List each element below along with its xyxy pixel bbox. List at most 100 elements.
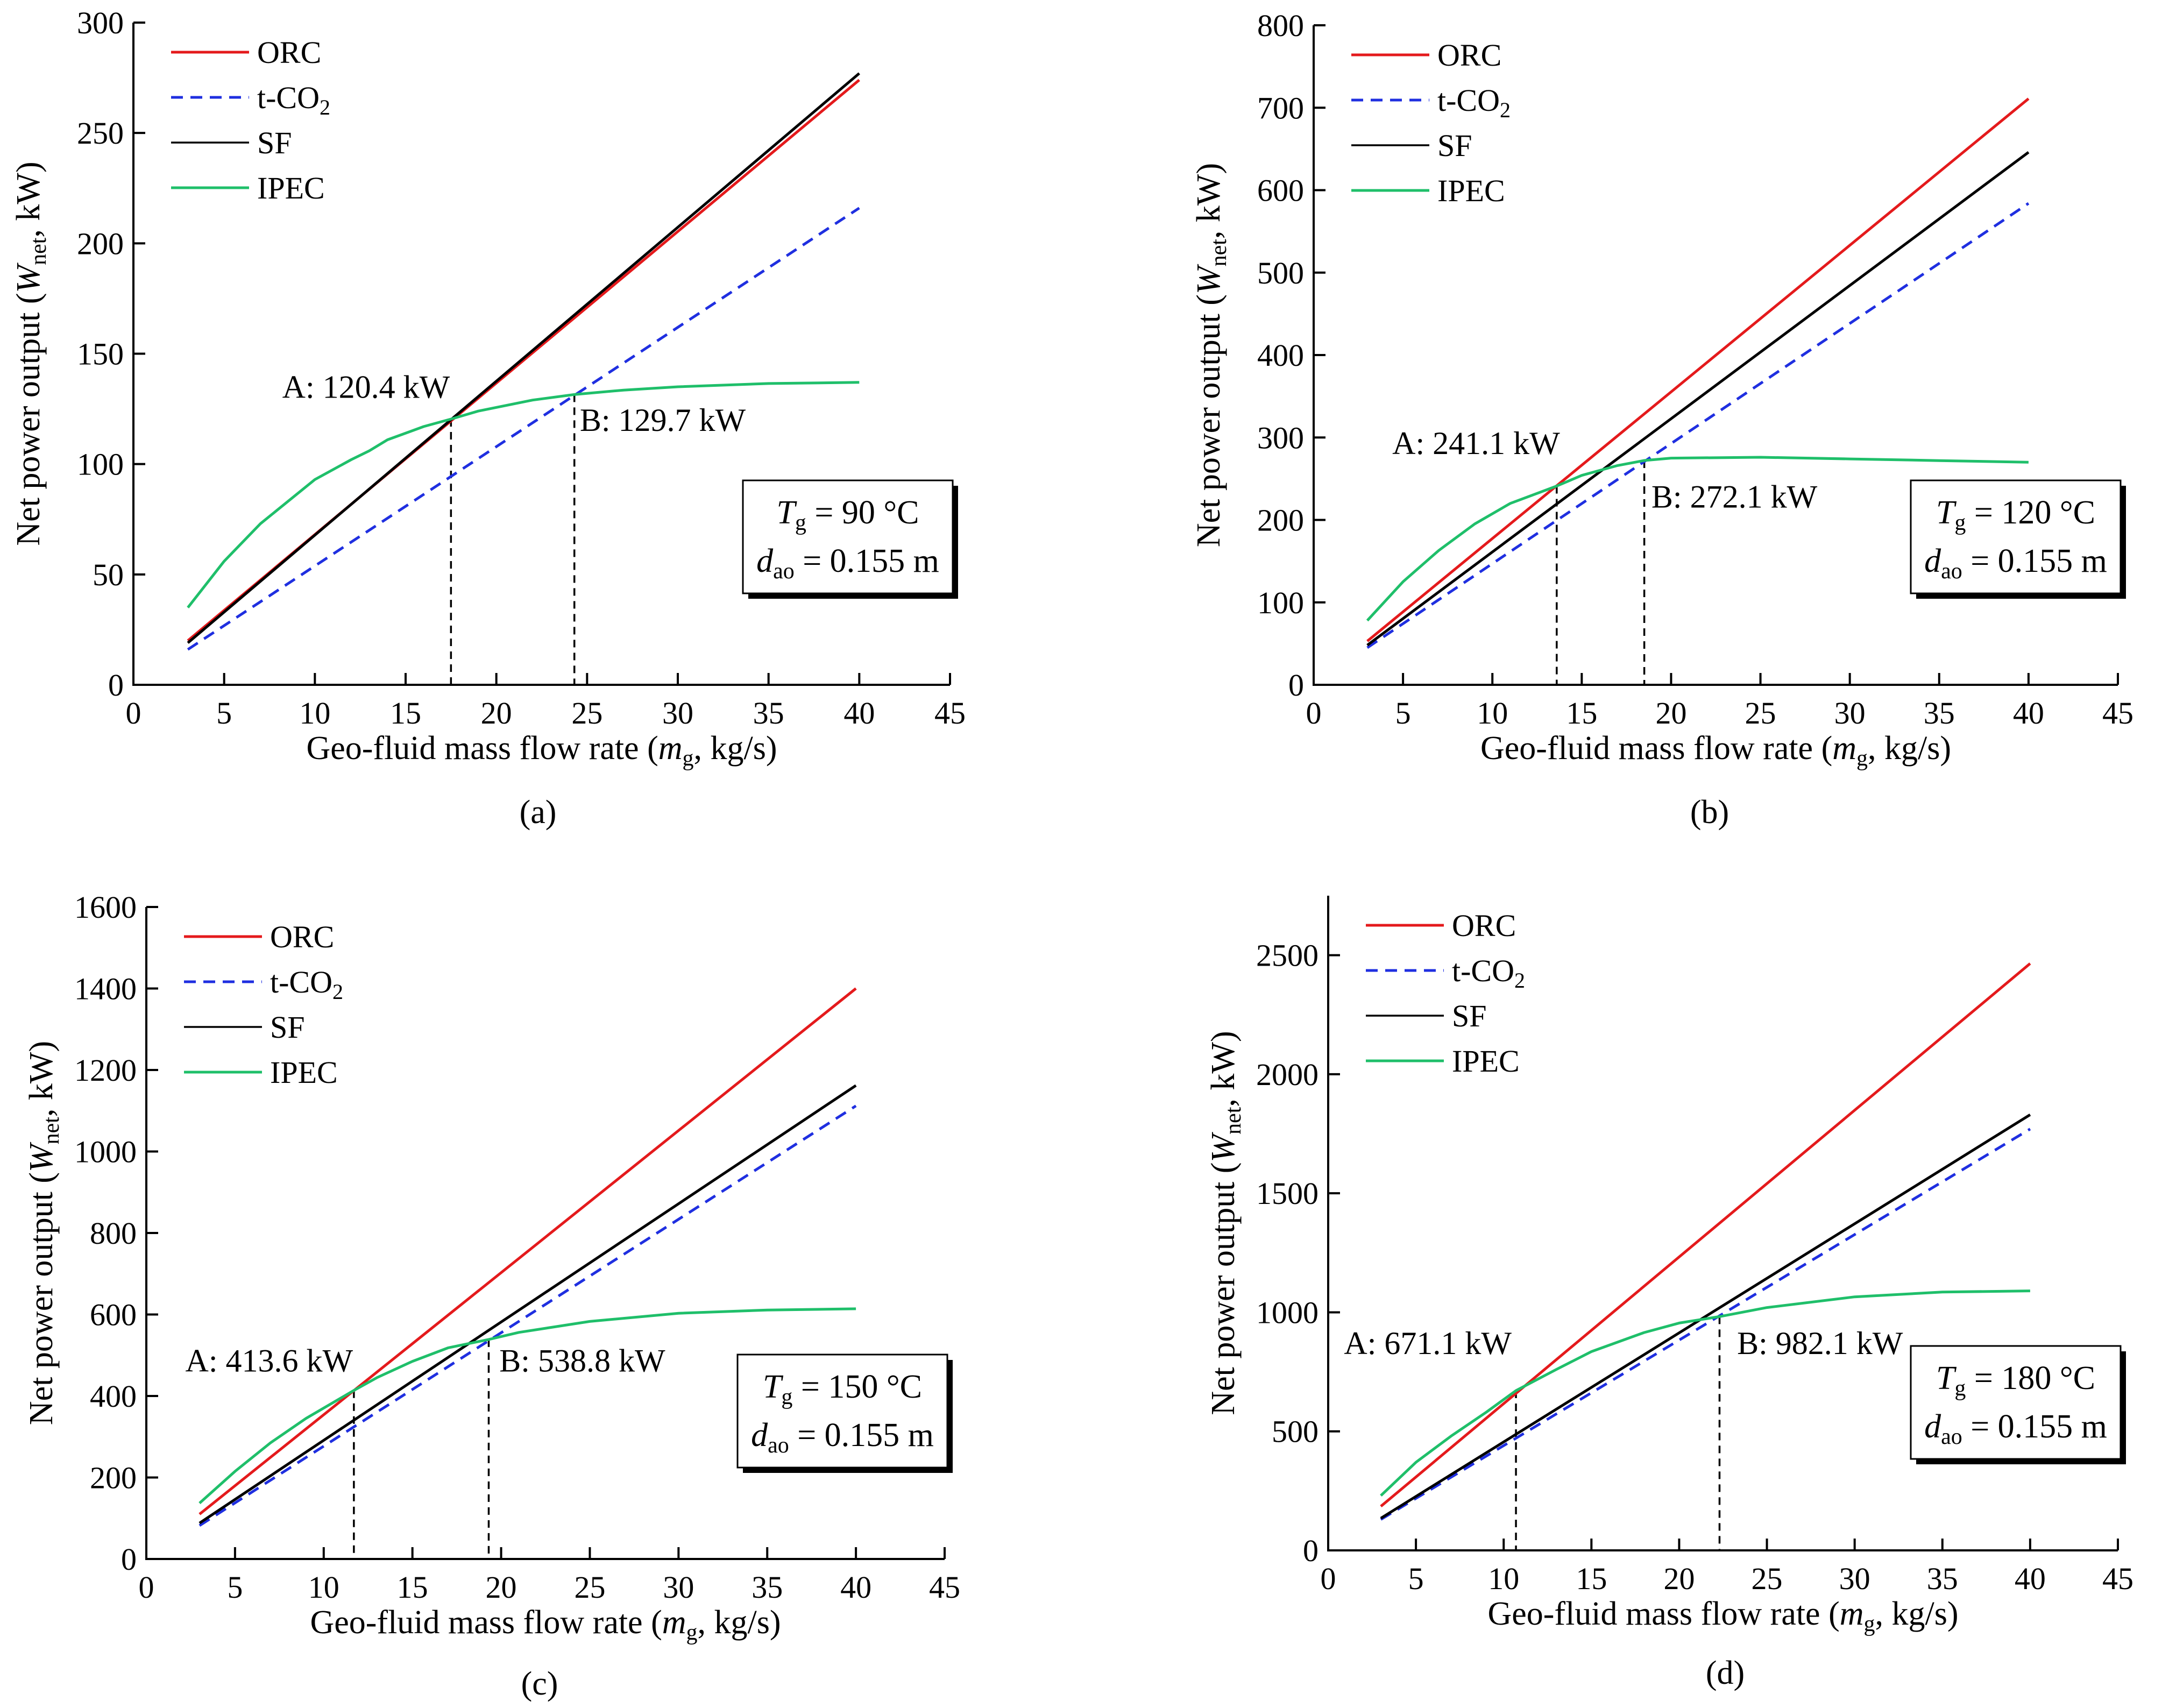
y-tick-label: 250 xyxy=(77,116,124,151)
y-axis-title: Net power output (Wnet, kW) xyxy=(1190,163,1231,547)
x-tick-label: 5 xyxy=(1395,696,1411,731)
legend-label: IPEC xyxy=(257,171,325,205)
x-tick-label: 25 xyxy=(1752,1561,1783,1596)
chart-panel-d: 0 5 10 15 20 25 30 35 40 45 0 500 1000 1500 2000 2500 Ge… xyxy=(1205,896,2133,1691)
y-tick-label: 2500 xyxy=(1256,938,1319,973)
x-tick-label: 40 xyxy=(840,1570,871,1605)
x-tick-label: 15 xyxy=(390,696,421,731)
y-tick-label: 400 xyxy=(1257,338,1304,373)
legend-label: ORC xyxy=(270,919,334,954)
x-tick-label: 45 xyxy=(934,696,966,731)
legend-label: t-CO2 xyxy=(270,965,343,1004)
y-tick-label: 50 xyxy=(93,557,124,592)
x-axis-title: Geo-fluid mass flow rate (mg, kg/s) xyxy=(306,730,777,771)
info-box-temperature: Tg = 180 °C xyxy=(1936,1360,2095,1401)
y-tick-label: 100 xyxy=(1257,585,1304,620)
info-box-diameter: dao = 0.155 m xyxy=(756,543,939,584)
y-tick-label: 800 xyxy=(1257,8,1304,43)
y-tick-label: 600 xyxy=(90,1298,137,1333)
series-line-sf xyxy=(199,1084,857,1525)
series-line-ipec xyxy=(1366,456,2029,622)
panel-label: (b) xyxy=(1690,794,1729,831)
x-tick-label: 10 xyxy=(308,1570,339,1605)
legend-label: IPEC xyxy=(1452,1044,1520,1079)
x-tick-label: 35 xyxy=(752,1570,783,1605)
x-tick-label: 5 xyxy=(1408,1561,1424,1596)
series-line-t-co2 xyxy=(199,1104,857,1527)
x-tick-label: 15 xyxy=(1576,1561,1607,1596)
info-box xyxy=(1910,479,2122,594)
legend-label: SF xyxy=(1452,998,1487,1033)
y-tick-label: 1600 xyxy=(74,890,137,925)
x-tick-label: 5 xyxy=(227,1570,243,1605)
x-tick-label: 20 xyxy=(1663,1561,1695,1596)
legend-label: SF xyxy=(270,1010,305,1045)
x-tick-label: 35 xyxy=(1924,696,1955,731)
panel-label: (d) xyxy=(1706,1655,1745,1691)
annotation-label: A: 241.1 kW xyxy=(1392,426,1560,461)
x-tick-label: 45 xyxy=(2102,1561,2133,1596)
series-line-ipec xyxy=(1380,1289,2030,1497)
annotation-label: B: 982.1 kW xyxy=(1737,1326,1903,1361)
y-tick-label: 300 xyxy=(77,5,124,40)
series-line-ipec xyxy=(199,1307,856,1505)
y-tick-label: 0 xyxy=(121,1542,137,1577)
series-line-sf xyxy=(187,72,860,644)
x-tick-label: 30 xyxy=(1839,1561,1870,1596)
x-tick-label: 30 xyxy=(662,696,693,731)
y-tick-label: 150 xyxy=(77,337,124,372)
x-tick-label: 40 xyxy=(843,696,875,731)
x-tick-label: 0 xyxy=(126,696,141,731)
y-tick-label: 400 xyxy=(90,1379,137,1414)
y-tick-label: 1500 xyxy=(1256,1176,1319,1211)
legend-label: SF xyxy=(1437,128,1472,163)
y-tick-label: 2000 xyxy=(1256,1057,1319,1092)
y-tick-label: 700 xyxy=(1257,90,1304,125)
y-axis-title: Net power output (Wnet, kW) xyxy=(10,161,51,545)
x-tick-label: 10 xyxy=(1477,696,1508,731)
info-box-diameter: dao = 0.155 m xyxy=(1924,1408,2107,1449)
panel-label: (c) xyxy=(521,1666,558,1702)
y-tick-label: 500 xyxy=(1272,1414,1319,1449)
info-box-diameter: dao = 0.155 m xyxy=(751,1417,934,1458)
x-tick-label: 25 xyxy=(1745,696,1776,731)
y-tick-label: 1200 xyxy=(74,1053,137,1088)
y-tick-label: 200 xyxy=(77,226,124,261)
y-axis-title: Net power output (Wnet, kW) xyxy=(23,1041,64,1425)
annotation-label: A: 413.6 kW xyxy=(186,1343,353,1379)
x-tick-label: 40 xyxy=(2015,1561,2046,1596)
info-box-temperature: Tg = 120 °C xyxy=(1936,494,2095,535)
x-axis-title: Geo-fluid mass flow rate (mg, kg/s) xyxy=(1480,730,1951,771)
series-line-sf xyxy=(1380,1113,2031,1520)
y-tick-label: 200 xyxy=(90,1461,137,1496)
chart-panel-c: 0 5 10 15 20 25 30 35 40 45 0 200 400 600 800 1000 1200 1… xyxy=(23,890,960,1702)
x-tick-label: 20 xyxy=(481,696,512,731)
x-tick-label: 5 xyxy=(216,696,232,731)
panel-label: (a) xyxy=(520,794,557,831)
annotation-label: A: 120.4 kW xyxy=(282,370,450,405)
series-line-t-co2 xyxy=(187,207,860,651)
y-tick-label: 0 xyxy=(1288,668,1304,703)
info-box-temperature: Tg = 90 °C xyxy=(776,494,919,535)
annotation-label: B: 129.7 kW xyxy=(580,402,746,438)
legend-label: ORC xyxy=(1437,38,1501,73)
legend-label: t-CO2 xyxy=(257,80,330,119)
legend-label: ORC xyxy=(257,35,321,70)
y-tick-label: 100 xyxy=(77,447,124,482)
info-box xyxy=(736,1353,948,1469)
info-box xyxy=(742,479,954,594)
y-tick-label: 800 xyxy=(90,1216,137,1251)
x-tick-label: 20 xyxy=(486,1570,517,1605)
x-tick-label: 35 xyxy=(1927,1561,1958,1596)
series-line-orc xyxy=(1380,962,2031,1508)
x-tick-label: 0 xyxy=(1306,696,1322,731)
y-tick-label: 0 xyxy=(1303,1533,1319,1568)
x-tick-label: 15 xyxy=(397,1570,428,1605)
annotation-label: A: 671.1 kW xyxy=(1344,1326,1512,1361)
x-tick-label: 15 xyxy=(1566,696,1597,731)
x-tick-label: 25 xyxy=(571,696,602,731)
legend-label: IPEC xyxy=(270,1055,338,1090)
series-line-ipec xyxy=(187,381,860,608)
x-tick-label: 20 xyxy=(1655,696,1686,731)
